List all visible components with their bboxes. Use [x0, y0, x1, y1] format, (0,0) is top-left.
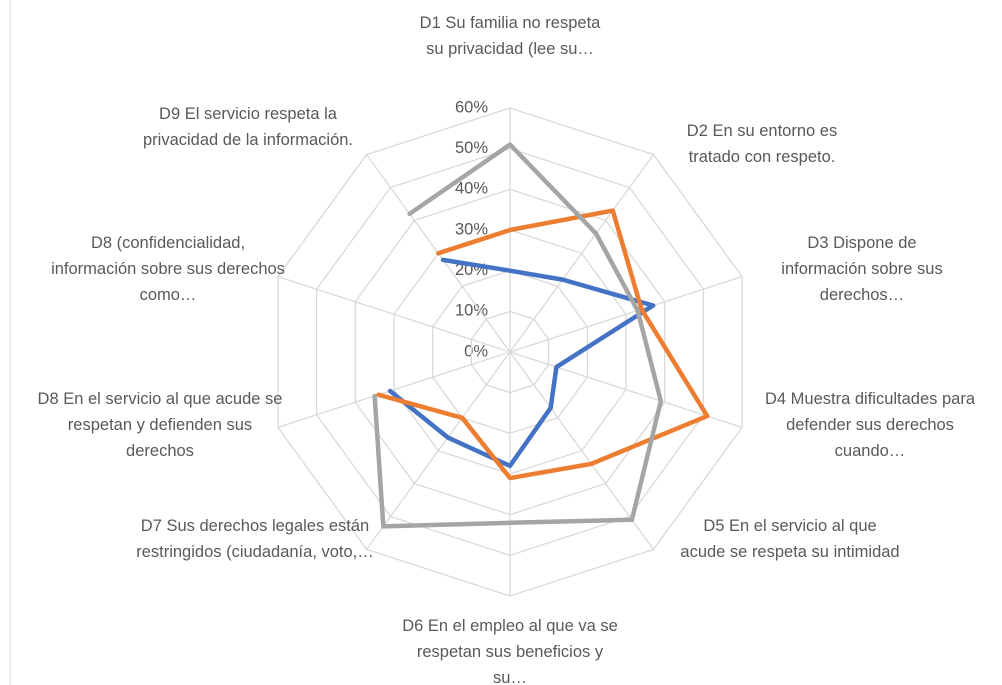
- r-tick-label: 0%: [464, 342, 488, 360]
- spoke: [509, 351, 654, 550]
- category-label: D3 Dispone de información sobre sus dere…: [781, 234, 943, 304]
- category-label: D9 El servicio respeta la privacidad de …: [142, 105, 354, 149]
- series-line: [372, 142, 664, 529]
- category-label: D4 Muestra dificultades para defender su…: [764, 390, 976, 460]
- category-label: D8 En el servicio al que acude se respet…: [37, 390, 283, 460]
- category-label: D5 En el servicio al que acude se respet…: [680, 517, 900, 561]
- category-label: D7 Sus derechos legales están restringid…: [136, 517, 374, 561]
- category-label: D8 (confidencialidad, información sobre …: [51, 234, 285, 304]
- spoke: [277, 351, 511, 429]
- category-label: D6 En el empleo al que va se respetan su…: [402, 617, 618, 685]
- category-label: D2 En su entorno es tratado con respeto.: [686, 122, 838, 166]
- spoke: [366, 351, 511, 550]
- spoke: [277, 275, 511, 353]
- spoke: [509, 275, 743, 353]
- r-tick-label: 30%: [455, 220, 488, 238]
- r-tick-label: 50%: [455, 139, 488, 157]
- series-line: [376, 208, 710, 481]
- series-line: [387, 257, 656, 469]
- r-tick-label: 40%: [455, 180, 488, 198]
- spoke: [509, 351, 743, 429]
- spoke: [509, 154, 654, 353]
- category-label: D1 Su familia no respeta su privacidad (…: [419, 14, 601, 58]
- r-tick-label: 60%: [455, 98, 488, 116]
- r-tick-label: 10%: [455, 302, 488, 320]
